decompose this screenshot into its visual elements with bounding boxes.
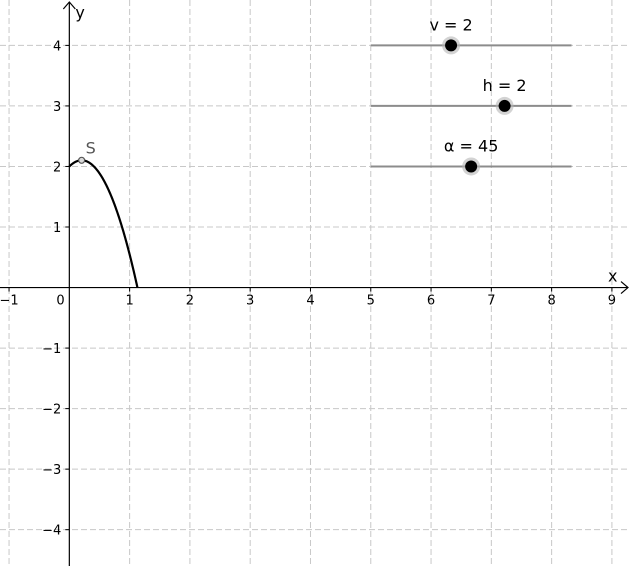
x-tick-label: 9 (608, 294, 616, 309)
x-tick-label: 6 (427, 294, 435, 309)
y-tick-label: −4 (42, 524, 61, 539)
y-tick-label: 3 (53, 100, 61, 115)
x-tick-label: 7 (487, 294, 495, 309)
y-axis-arrow-icon (62, 1, 76, 10)
trajectory-curve (68, 159, 139, 288)
x-tick-label: 5 (367, 294, 375, 309)
slider-alpha-label: α = 45 (444, 136, 498, 155)
x-axis-arrow-icon (620, 281, 629, 294)
slider-v-label: v = 2 (429, 15, 472, 34)
slider-v-knob[interactable] (445, 39, 458, 52)
y-tick-label: 2 (53, 160, 61, 175)
x-tick-label: 4 (306, 294, 314, 309)
y-tick-label: 1 (53, 221, 61, 236)
slider-h-label: h = 2 (483, 76, 527, 95)
x-tick-label: 8 (547, 294, 555, 309)
slider-h-knob[interactable] (498, 99, 511, 112)
y-tick-label: −1 (42, 342, 61, 357)
x-tick-label: 1 (125, 294, 133, 309)
x-tick-label: −1 (0, 294, 19, 309)
y-axis-label: y (75, 3, 84, 22)
y-tick-label: −2 (42, 403, 61, 418)
x-tick-label: 3 (246, 294, 254, 309)
point-s[interactable]: S (78, 138, 96, 164)
point-s-dot[interactable] (78, 156, 86, 164)
slider-h[interactable]: h = 2 (370, 76, 572, 115)
slider-alpha-knob[interactable] (465, 160, 478, 173)
tick-marks: −1 1 2 3 4 5 6 7 8 9 −4 −3 −2 −1 1 2 3 4 (0, 39, 616, 538)
slider-alpha[interactable]: α = 45 (370, 136, 572, 176)
x-tick-label: 2 (186, 294, 194, 309)
origin-label: 0 (56, 294, 64, 309)
sliders: v = 2 h = 2 α = 45 (370, 15, 572, 176)
y-tick-label: −3 (42, 463, 61, 478)
slider-v[interactable]: v = 2 (370, 15, 572, 55)
point-s-label: S (86, 138, 96, 157)
y-tick-label: 4 (53, 39, 61, 54)
x-axis-label: x (608, 267, 617, 286)
